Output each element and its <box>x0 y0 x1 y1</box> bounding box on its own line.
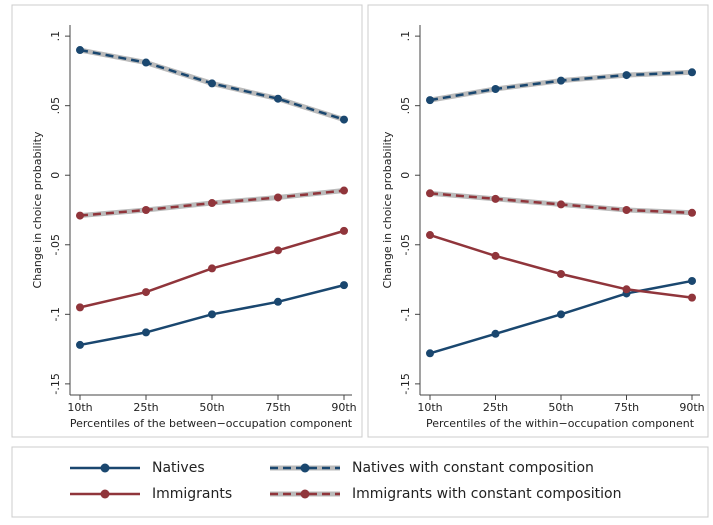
point <box>76 211 84 220</box>
y-axis-label: Change in choice probability <box>381 131 394 288</box>
point <box>688 293 696 302</box>
point <box>76 303 84 312</box>
point <box>491 194 500 203</box>
legend-marker <box>300 463 310 473</box>
point <box>622 206 631 214</box>
y-tick-label: -.1 <box>49 307 62 321</box>
point <box>340 115 348 124</box>
point <box>340 186 348 195</box>
y-tick-label: -.1 <box>399 307 412 321</box>
legend-label: Natives with constant composition <box>352 460 594 476</box>
y-tick-label: .05 <box>399 97 412 115</box>
x-tick-label: 10th <box>67 401 92 414</box>
y-tick-label: -.15 <box>49 373 62 394</box>
point <box>142 328 150 337</box>
point <box>622 285 631 294</box>
x-tick-label: 50th <box>548 401 573 414</box>
x-axis-label: Percentiles of the within−occupation com… <box>426 417 695 430</box>
series-halo <box>429 69 693 103</box>
point <box>274 246 282 255</box>
point <box>142 288 150 297</box>
point <box>76 340 84 349</box>
legend-marker <box>300 489 310 499</box>
point <box>426 231 434 240</box>
x-tick-label: 75th <box>614 401 639 414</box>
point <box>491 251 500 260</box>
y-tick-label: -.05 <box>399 234 412 255</box>
y-axis-label: Change in choice probability <box>31 131 44 288</box>
legend-marker <box>100 463 110 473</box>
point <box>491 84 500 93</box>
legend-label: Immigrants <box>152 486 232 502</box>
x-tick-label: 90th <box>331 401 356 414</box>
point <box>557 76 565 85</box>
point <box>688 68 696 77</box>
x-tick-label: 25th <box>133 401 158 414</box>
point <box>340 226 348 235</box>
point <box>426 189 434 198</box>
point <box>76 46 84 55</box>
x-tick-label: 90th <box>679 401 704 414</box>
point <box>208 264 216 273</box>
point <box>622 71 631 80</box>
legend-marker <box>100 489 110 499</box>
x-tick-label: 50th <box>199 401 224 414</box>
panel-frame <box>11 4 363 438</box>
point <box>426 96 434 105</box>
x-tick-label: 10th <box>417 401 442 414</box>
point <box>274 297 282 306</box>
x-axis-label: Percentiles of the between−occupation co… <box>70 417 353 430</box>
point <box>340 281 348 290</box>
point <box>142 206 150 214</box>
point <box>557 200 565 209</box>
x-tick-label: 75th <box>265 401 290 414</box>
point <box>557 269 565 278</box>
point <box>208 310 216 319</box>
panel-frame <box>367 4 709 438</box>
point <box>274 94 282 103</box>
legend-frame <box>11 446 709 518</box>
point <box>491 329 500 338</box>
point <box>142 58 150 67</box>
point <box>208 199 216 208</box>
y-tick-label: 0 <box>49 172 62 179</box>
y-tick-label: -.15 <box>399 373 412 394</box>
point <box>274 193 282 202</box>
y-tick-label: .1 <box>49 31 62 42</box>
legend-label: Natives <box>152 460 205 476</box>
y-tick-label: 0 <box>399 172 412 179</box>
point <box>688 208 696 217</box>
point <box>426 349 434 358</box>
legend-label: Immigrants with constant composition <box>352 486 621 502</box>
point <box>557 310 565 319</box>
y-tick-label: .1 <box>399 31 412 42</box>
point <box>688 276 696 285</box>
x-tick-label: 25th <box>483 401 508 414</box>
point <box>208 79 216 88</box>
y-tick-label: .05 <box>49 97 62 115</box>
y-tick-label: -.05 <box>49 234 62 255</box>
